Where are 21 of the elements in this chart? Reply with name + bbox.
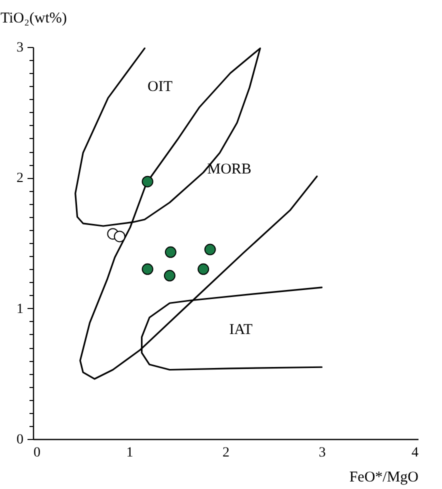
x-tick-label: 2 (222, 446, 230, 460)
point (142, 176, 154, 188)
point (142, 263, 154, 275)
y-axis-title: TiO₂(wt%) (0, 10, 67, 26)
x-tick-label: 1 (126, 446, 134, 460)
x-tick-label: 4 (412, 446, 418, 460)
y-tick-label: 1 (16, 302, 24, 317)
x-axis-title: FeO*/MgO (349, 470, 419, 486)
annotation: OIT (148, 79, 173, 96)
y-tick-label: 2 (16, 171, 24, 186)
x-tick-label: 3 (318, 446, 326, 460)
annotation: MORB (207, 162, 252, 178)
y-tick-label: 3 (16, 40, 24, 56)
point (204, 244, 216, 256)
point (114, 230, 126, 242)
annotation: IAT (229, 322, 253, 338)
y-tick-label: 0 (16, 432, 24, 448)
point (164, 246, 176, 258)
point (198, 263, 210, 275)
x-tick-label: 0 (34, 446, 40, 460)
point (164, 270, 176, 282)
